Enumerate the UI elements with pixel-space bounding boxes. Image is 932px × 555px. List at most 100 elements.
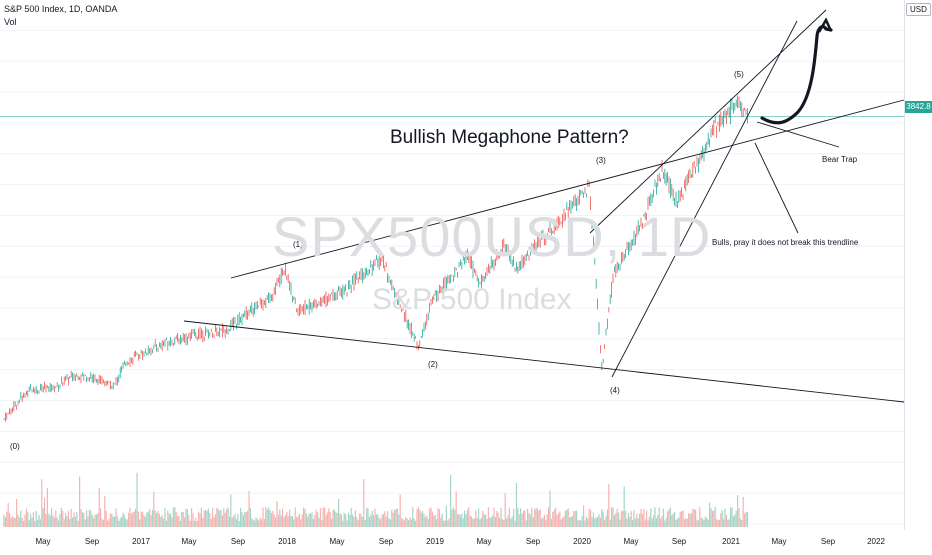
volume-bar <box>231 517 233 527</box>
volume-bar <box>465 514 467 527</box>
volume-bar <box>74 516 76 527</box>
volume-bar <box>102 519 104 527</box>
volume-bar <box>447 520 449 527</box>
volume-bar <box>542 517 544 527</box>
volume-bar <box>227 507 229 527</box>
volume-bar <box>672 513 674 527</box>
volume-bar <box>641 513 643 527</box>
support-trendline <box>611 20 798 378</box>
volume-bar <box>486 518 488 527</box>
volume-bar <box>700 517 702 527</box>
volume-bar <box>329 511 331 527</box>
volume-bar <box>178 516 180 527</box>
volume-label: Vol <box>4 17 17 27</box>
volume-bar <box>583 505 585 527</box>
volume-bar <box>3 514 5 527</box>
upper-channel-line <box>589 9 827 234</box>
volume-bar <box>429 508 431 527</box>
volume-bar <box>440 517 442 527</box>
volume-bar <box>192 513 194 527</box>
volume-bar <box>346 520 348 527</box>
volume-bar <box>16 498 18 527</box>
watermark-name: S&P 500 Index <box>372 283 572 316</box>
volume-bar <box>506 518 508 527</box>
volume-bar <box>86 510 88 527</box>
volume-bar <box>359 513 361 527</box>
volume-bar <box>742 496 744 527</box>
volume-bar <box>156 513 158 527</box>
volume-bar <box>191 507 193 527</box>
volume-bar <box>199 513 201 527</box>
volume-bar <box>591 517 593 527</box>
watermark-ticker: SPX500USD, 1D <box>272 205 712 268</box>
volume-bar <box>24 514 26 527</box>
volume-bar <box>721 509 723 527</box>
volume-bar <box>514 520 516 527</box>
currency-badge[interactable]: USD <box>906 3 931 16</box>
volume-bar <box>732 516 734 527</box>
volume-bar <box>690 513 692 527</box>
volume-bar <box>283 517 285 527</box>
volume-bar <box>160 516 162 527</box>
volume-bar <box>135 508 137 527</box>
volume-bar <box>674 511 676 527</box>
volume-bar <box>296 517 298 527</box>
volume-bar <box>494 517 496 527</box>
volume-bar <box>364 519 366 527</box>
volume-bar <box>94 514 96 527</box>
volume-bar <box>513 509 515 527</box>
volume-bar <box>745 512 747 527</box>
volume-bar <box>434 514 436 527</box>
volume-bar <box>172 507 174 527</box>
volume-bar <box>360 513 362 527</box>
volume-bar <box>237 513 239 527</box>
volume-bar <box>654 507 656 527</box>
volume-bar <box>562 517 564 527</box>
volume-bar <box>181 511 183 527</box>
volume-bar <box>478 508 480 527</box>
volume-bar <box>518 514 520 527</box>
volume-bar <box>480 517 482 527</box>
volume-bar <box>146 512 148 527</box>
volume-bar <box>508 507 510 527</box>
volume-bar <box>91 514 93 527</box>
volume-bar <box>373 515 375 527</box>
time-tick-label: Sep <box>231 537 246 546</box>
volume-bar <box>151 509 153 527</box>
wave-label-0: (0) <box>10 442 20 451</box>
volume-bar <box>550 518 552 527</box>
volume-bar <box>277 514 279 527</box>
volume-bar <box>230 494 232 527</box>
volume-bar <box>391 509 393 527</box>
volume-bar <box>693 509 695 527</box>
volume-bar <box>149 509 151 527</box>
volume-bar <box>153 491 155 527</box>
time-tick-label: Sep <box>672 537 687 546</box>
volume-bar <box>483 514 485 527</box>
volume-bar <box>618 512 620 527</box>
volume-bar <box>738 508 740 527</box>
volume-bar <box>158 513 160 527</box>
volume-bar <box>163 518 165 527</box>
volume-bar <box>308 513 310 527</box>
volume-bar <box>410 519 412 527</box>
volume-bar <box>343 512 345 527</box>
volume-bar <box>611 507 613 527</box>
volume-bar <box>10 517 12 527</box>
volume-bar <box>143 514 145 527</box>
volume-bar <box>32 512 34 527</box>
volume-bar <box>256 518 258 527</box>
volume-bar <box>332 510 334 527</box>
volume-bar <box>388 518 390 527</box>
volume-bar <box>716 519 718 527</box>
volume-bar <box>556 515 558 527</box>
volume-bar <box>196 520 198 527</box>
volume-bar <box>409 517 411 527</box>
time-tick-label: May <box>476 537 491 546</box>
volume-bar <box>443 520 445 527</box>
volume-bar <box>301 514 303 527</box>
volume-bar <box>737 494 739 527</box>
volume-bar <box>455 491 457 527</box>
volume-bar <box>661 516 663 527</box>
volume-bar <box>370 514 372 527</box>
